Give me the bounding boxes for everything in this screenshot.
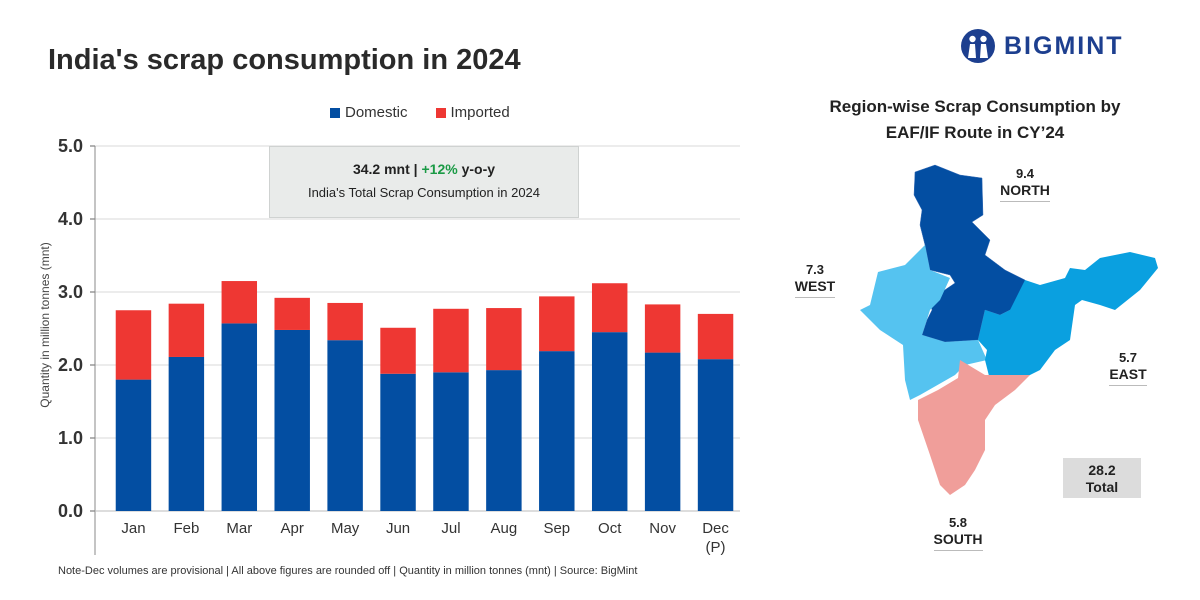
bar-imported — [591, 283, 628, 333]
region-name: WEST — [794, 278, 836, 298]
x-tick-label: Aug — [491, 520, 518, 537]
region-south — [918, 360, 1030, 495]
x-tick-label: Dec — [702, 520, 729, 537]
bigmint-logo: BIGMINT — [960, 28, 1124, 64]
legend-label: Imported — [450, 104, 510, 121]
region-west — [860, 245, 987, 400]
region-name: NORTH — [1000, 182, 1050, 202]
y-tick-label: 1.0 — [58, 428, 83, 448]
bar-imported — [539, 296, 575, 352]
legend-swatch — [330, 107, 340, 118]
y-tick-label: 4.0 — [58, 209, 83, 229]
bar-domestic — [539, 351, 575, 511]
growth-suffix: y-o-y — [457, 161, 496, 177]
bar-domestic — [591, 332, 628, 511]
chart-title: India's scrap consumption in 2024 — [48, 44, 521, 76]
map-title-line2: EAF/IF Route in CY’24 — [885, 123, 1065, 142]
x-tick-label: Oct — [598, 520, 622, 537]
region-label-south: 5.8 SOUTH — [923, 515, 993, 551]
y-tick-label: 0.0 — [58, 501, 83, 521]
bar-domestic — [380, 373, 416, 511]
y-tick-label: 5.0 — [58, 136, 83, 156]
x-tick-label: Feb — [173, 520, 199, 537]
y-tick-label: 3.0 — [58, 282, 83, 302]
x-tick-label: May — [331, 520, 360, 537]
bar-imported — [697, 313, 734, 360]
region-label-north: 9.4 NORTH — [990, 166, 1060, 202]
bar-imported — [433, 308, 469, 373]
region-value: 9.4 — [1015, 166, 1035, 181]
logo-people-icon — [961, 29, 995, 63]
bar-chart: 0.0 1.0 2.0 3.0 4.0 5.0 Jan Feb Mar Apr May Jun Jul A… — [58, 136, 740, 556]
map-title-line1: Region-wise Scrap Consumption by — [829, 97, 1121, 116]
summary-box: 34.2 mnt | +12% y-o-y India's Total Scra… — [269, 146, 579, 218]
footnote: Note-Dec volumes are provisional | All a… — [58, 565, 638, 577]
region-value: 7.3 — [805, 262, 825, 277]
bar-imported — [115, 310, 152, 380]
legend-swatch — [435, 107, 446, 118]
bar-domestic — [327, 340, 363, 511]
map-total-value: 28.2 — [1088, 462, 1116, 478]
bar-domestic — [644, 352, 681, 511]
bar-domestic — [486, 370, 522, 511]
region-value: 5.8 — [948, 515, 968, 530]
bar-imported — [380, 327, 416, 374]
bar-imported — [644, 304, 681, 353]
x-tick-label: Nov — [649, 520, 676, 537]
legend-item-imported: Imported — [435, 104, 510, 121]
total-value: 34.2 mnt — [352, 161, 410, 177]
bar-imported — [486, 308, 522, 371]
x-tick-label: (P) — [706, 539, 726, 556]
region-label-east: 5.7 EAST — [1093, 350, 1163, 386]
bar-imported — [274, 297, 310, 330]
bar-imported — [221, 281, 258, 324]
legend-item-domestic: Domestic — [330, 104, 408, 121]
x-tick-label: Jun — [386, 520, 410, 537]
bar-domestic — [274, 329, 310, 511]
bar-domestic — [221, 323, 258, 511]
region-name: EAST — [1109, 366, 1147, 386]
bar-domestic — [433, 372, 469, 511]
bar-domestic — [115, 379, 152, 511]
map-total-box: 28.2 Total — [1063, 458, 1141, 498]
x-tick-label: Jan — [121, 520, 145, 537]
legend-label: Domestic — [345, 104, 408, 121]
bar-imported — [168, 303, 205, 357]
map-total-label: Total — [1085, 479, 1119, 495]
x-tick-label: Mar — [226, 520, 252, 537]
summary-caption: India's Total Scrap Consumption in 2024 — [307, 185, 541, 200]
y-tick-label: 2.0 — [58, 355, 83, 375]
bar-domestic — [168, 356, 205, 511]
map-title: Region-wise Scrap Consumption by EAF/IF … — [800, 94, 1150, 146]
growth-value: +12% — [421, 161, 458, 177]
region-east — [978, 252, 1158, 385]
region-value: 5.7 — [1118, 350, 1138, 365]
x-tick-label: Jul — [441, 520, 460, 537]
bar-imported — [327, 302, 363, 341]
separator: | — [409, 161, 422, 177]
region-name: SOUTH — [933, 531, 983, 551]
x-tick-label: Apr — [281, 520, 304, 537]
logo-text: BIGMINT — [1004, 31, 1124, 60]
region-label-west: 7.3 WEST — [780, 262, 850, 298]
legend: Domestic Imported — [330, 104, 510, 121]
bar-domestic — [697, 359, 734, 511]
x-tick-label: Sep — [543, 520, 570, 537]
